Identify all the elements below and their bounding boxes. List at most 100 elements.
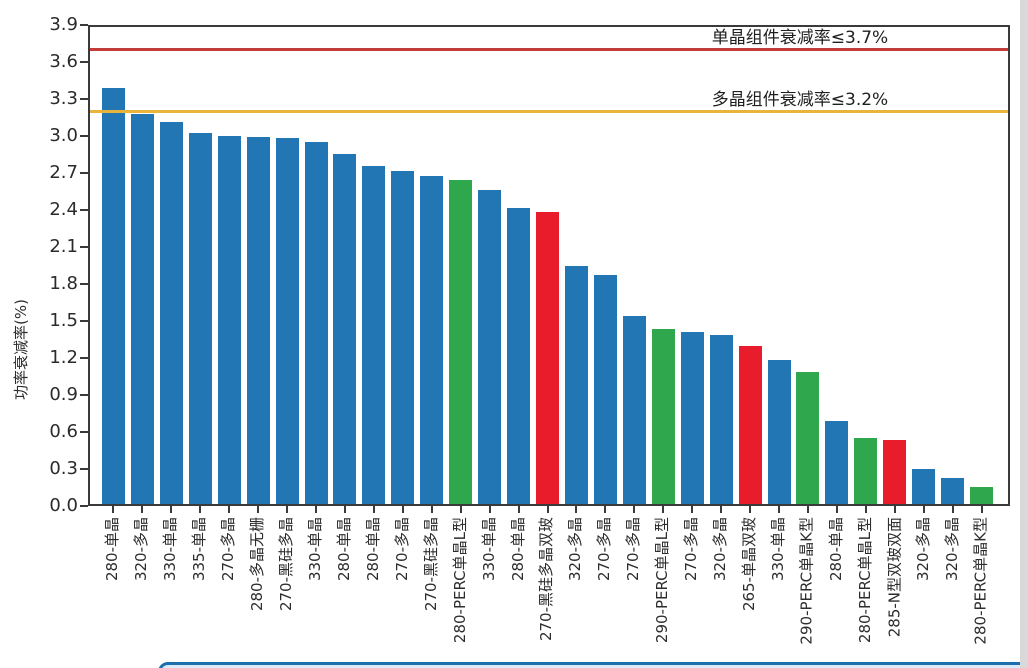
bars-container xyxy=(90,27,1008,504)
x-tick-label: 280-PERC单晶L型 xyxy=(450,517,469,644)
bottom-banner-edge xyxy=(158,662,1028,668)
x-tick-mark xyxy=(141,506,144,513)
x-tick-label: 320-多晶 xyxy=(566,517,585,582)
right-edge-artifact xyxy=(1020,0,1028,668)
y-tick-mark xyxy=(80,24,88,26)
x-tick-label: 280-多晶无栅 xyxy=(248,517,267,612)
bar-slot xyxy=(331,27,360,504)
bar-320-多晶 xyxy=(941,478,965,504)
y-tick-label: 1.8 xyxy=(49,273,78,294)
x-tick-label: 280-单晶 xyxy=(826,517,845,582)
x-tick-label: 290-PERC单晶K型 xyxy=(797,517,816,645)
x-tick-mark xyxy=(112,506,115,513)
y-tick-label: 0.3 xyxy=(49,458,78,479)
x-tick-label: 270-黑硅多晶 xyxy=(277,517,296,612)
x-tick-label: 320-多晶 xyxy=(942,517,961,582)
bar-280-PERC单晶L型 xyxy=(449,179,473,504)
y-tick-label: 3.3 xyxy=(49,88,78,109)
x-tick-label: 320-多晶 xyxy=(132,517,151,582)
y-tick-mark xyxy=(80,98,88,100)
x-tick-mark xyxy=(286,506,289,513)
bar-slot xyxy=(215,27,244,504)
x-tick-mark xyxy=(343,506,346,513)
bar-330-单晶 xyxy=(478,189,502,504)
x-tick-label: 280-PERC单晶K型 xyxy=(971,517,990,645)
bar-265-单晶双玻 xyxy=(738,346,762,504)
x-tick-mark xyxy=(170,506,173,513)
bar-slot xyxy=(533,27,562,504)
y-tick-mark xyxy=(80,283,88,285)
y-tick-mark xyxy=(80,320,88,322)
x-tick-label: 265-单晶双玻 xyxy=(740,517,759,612)
bar-330-单晶 xyxy=(159,122,183,504)
x-tick-mark xyxy=(430,506,433,513)
x-tick-mark xyxy=(720,506,723,513)
bar-slot xyxy=(851,27,880,504)
y-tick-mark xyxy=(80,61,88,63)
x-tick-mark xyxy=(488,506,491,513)
bar-290-PERC单晶K型 xyxy=(796,371,820,504)
x-tick-mark xyxy=(517,506,520,513)
y-tick-mark xyxy=(80,135,88,137)
bar-slot xyxy=(822,27,851,504)
bar-280-单晶 xyxy=(333,154,357,504)
x-tick-label: 330-单晶 xyxy=(306,517,325,582)
bar-slot xyxy=(302,27,331,504)
x-tick-label: 270-多晶 xyxy=(682,517,701,582)
x-tick-label: 335-单晶 xyxy=(190,517,209,582)
bar-320-多晶 xyxy=(709,335,733,504)
x-tick-label: 290-PERC单晶L型 xyxy=(653,517,672,644)
x-tick-label: 270-多晶 xyxy=(219,517,238,582)
y-tick-label: 0.6 xyxy=(49,421,78,442)
x-tick-mark xyxy=(778,506,781,513)
bar-slot xyxy=(880,27,909,504)
x-tick-mark xyxy=(546,506,549,513)
bar-slot xyxy=(591,27,620,504)
bar-slot xyxy=(967,27,996,504)
y-tick-label: 2.4 xyxy=(49,199,78,220)
bar-slot xyxy=(620,27,649,504)
poly-limit-annotation: 多晶组件衰减率≤3.2% xyxy=(711,89,889,110)
x-tick-mark xyxy=(575,506,578,513)
bar-slot xyxy=(678,27,707,504)
y-tick-label: 0.0 xyxy=(49,495,78,516)
bar-slot xyxy=(562,27,591,504)
x-tick-mark xyxy=(806,506,809,513)
bar-320-多晶 xyxy=(912,468,936,504)
x-tick-label: 330-单晶 xyxy=(161,517,180,582)
bar-slot xyxy=(765,27,794,504)
x-tick-mark xyxy=(228,506,231,513)
bar-270-多晶 xyxy=(391,171,415,504)
y-tick-mark xyxy=(80,468,88,470)
bar-280-单晶 xyxy=(507,208,531,504)
bar-270-多晶 xyxy=(622,315,646,504)
bar-slot xyxy=(707,27,736,504)
bar-270-多晶 xyxy=(680,331,704,504)
bar-270-黑硅多晶 xyxy=(420,176,444,504)
y-tick-label: 1.5 xyxy=(49,310,78,331)
x-tick-label: 270-多晶 xyxy=(595,517,614,582)
y-tick-mark xyxy=(80,246,88,248)
bar-slot xyxy=(794,27,823,504)
bar-slot xyxy=(273,27,302,504)
y-tick-label: 1.2 xyxy=(49,347,78,368)
bar-slot xyxy=(649,27,678,504)
x-tick-mark xyxy=(691,506,694,513)
y-tick-mark xyxy=(80,357,88,359)
x-tick-mark xyxy=(633,506,636,513)
y-tick-label: 2.1 xyxy=(49,236,78,257)
bar-335-单晶 xyxy=(188,133,212,504)
bar-slot xyxy=(736,27,765,504)
bar-slot xyxy=(244,27,273,504)
x-tick-label: 270-黑硅多晶双玻 xyxy=(537,517,556,642)
y-tick-mark xyxy=(80,431,88,433)
bar-slot xyxy=(417,27,446,504)
y-tick-mark xyxy=(80,209,88,211)
bar-320-多晶 xyxy=(564,265,588,504)
x-tick-mark xyxy=(199,506,202,513)
bar-slot xyxy=(99,27,128,504)
bar-slot xyxy=(128,27,157,504)
y-tick-mark xyxy=(80,172,88,174)
y-tick-label: 3.9 xyxy=(49,14,78,35)
